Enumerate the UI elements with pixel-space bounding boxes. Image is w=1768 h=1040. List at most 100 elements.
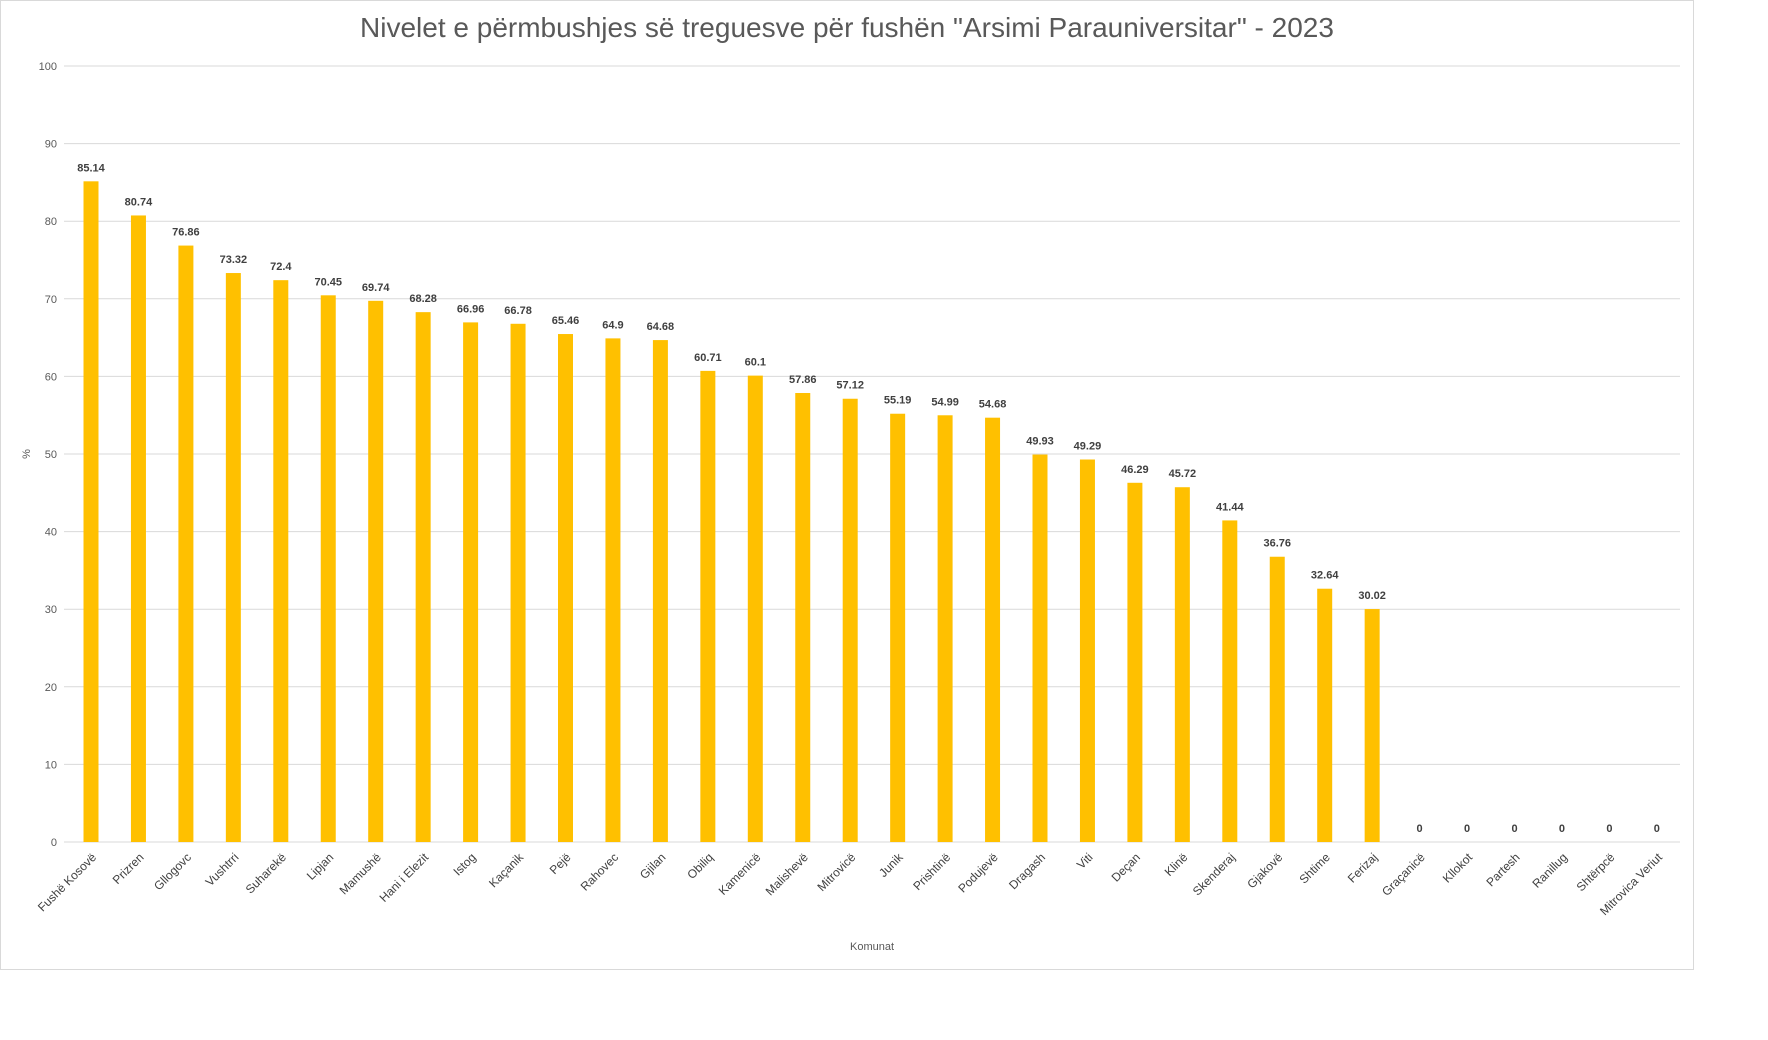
- data-label: 32.64: [1311, 570, 1339, 582]
- data-label: 54.68: [979, 399, 1007, 411]
- bar: [320, 295, 336, 843]
- x-tick-label: Malishevë: [763, 850, 811, 898]
- x-tick-label: Partesh: [1483, 850, 1522, 889]
- x-tick-label: Suharekë: [243, 850, 289, 896]
- data-label: 85.14: [77, 162, 105, 174]
- bar: [178, 245, 194, 842]
- bar: [842, 398, 858, 842]
- y-tick-label: 10: [45, 759, 57, 771]
- bar: [700, 370, 716, 842]
- data-label: 60.1: [745, 357, 766, 369]
- data-label: 66.96: [457, 303, 485, 315]
- y-tick-label: 40: [45, 527, 57, 539]
- data-label: 0: [1654, 823, 1660, 835]
- y-tick-label: 60: [45, 371, 57, 383]
- data-label: 70.45: [314, 276, 342, 288]
- y-tick-label: 0: [51, 837, 57, 849]
- y-tick-label: 70: [45, 294, 57, 306]
- data-label: 64.9: [602, 319, 623, 331]
- bar: [463, 322, 479, 843]
- x-tick-label: Istog: [450, 850, 478, 878]
- data-label: 36.76: [1263, 538, 1291, 550]
- x-tick-label: Ranillug: [1530, 850, 1571, 891]
- x-tick-label: Mamushë: [337, 850, 384, 897]
- chart-title: Nivelet e përmbushjes së treguesve për f…: [360, 12, 1334, 43]
- bars: [83, 181, 1380, 843]
- y-axis-ticks: 0 10 20 30 40 50 60 70 80 90 100: [39, 61, 57, 849]
- x-tick-label: Hani i Elezit: [377, 850, 432, 905]
- bar: [985, 417, 1001, 842]
- data-label: 60.71: [694, 352, 722, 364]
- data-label: 30.02: [1358, 590, 1386, 602]
- y-tick-label: 30: [45, 604, 57, 616]
- bar: [415, 312, 431, 842]
- data-label: 68.28: [409, 293, 437, 305]
- bar: [225, 273, 241, 842]
- data-label: 76.86: [172, 227, 200, 239]
- data-label: 0: [1417, 823, 1423, 835]
- x-tick-label: Gjakovë: [1244, 850, 1285, 891]
- data-label: 57.12: [836, 380, 864, 392]
- data-label: 72.4: [270, 261, 292, 273]
- x-tick-label: Junik: [876, 850, 906, 880]
- gridlines: [64, 65, 1680, 843]
- bar: [130, 215, 146, 843]
- x-tick-label: Viti: [1074, 850, 1096, 872]
- bar: [368, 300, 384, 842]
- data-label: 65.46: [552, 315, 580, 327]
- x-tick-label: Rahovec: [578, 850, 621, 893]
- bar: [890, 413, 906, 842]
- data-label: 49.29: [1074, 441, 1102, 453]
- data-label: 41.44: [1216, 501, 1244, 513]
- bar: [83, 181, 99, 842]
- x-axis-title: Komunat: [850, 941, 894, 953]
- bar: [558, 334, 573, 842]
- x-tick-label: Obiliq: [684, 850, 716, 882]
- data-label: 49.93: [1026, 436, 1054, 448]
- y-axis-title: %: [21, 449, 33, 459]
- bar: [937, 415, 953, 842]
- x-tick-label: Prishtinë: [910, 850, 953, 893]
- x-tick-label: Gllogovc: [151, 850, 194, 893]
- bar: [1174, 487, 1190, 842]
- x-tick-label: Mitrovicë: [814, 850, 858, 894]
- x-tick-label: Vushtrri: [203, 850, 242, 889]
- x-tick-label: Kllokot: [1440, 850, 1476, 886]
- data-label: 0: [1511, 823, 1517, 835]
- x-tick-label: Fushë Kosovë: [35, 850, 99, 914]
- bar: [1317, 588, 1333, 842]
- bar: [1127, 482, 1143, 842]
- x-tick-label: Ferizaj: [1345, 850, 1380, 885]
- data-label: 46.29: [1121, 464, 1149, 476]
- bar: [1222, 520, 1238, 842]
- x-tick-label: Shtërpcë: [1574, 850, 1618, 894]
- data-label: 66.78: [504, 305, 532, 317]
- y-tick-label: 90: [45, 139, 57, 151]
- x-tick-label: Deçan: [1109, 850, 1143, 884]
- x-tick-label: Skenderaj: [1190, 850, 1238, 898]
- bar: [273, 280, 289, 842]
- x-tick-label: Klinë: [1162, 850, 1191, 879]
- x-tick-label: Prizren: [110, 850, 147, 887]
- data-label: 69.74: [362, 282, 390, 294]
- y-tick-label: 100: [39, 61, 57, 73]
- data-labels: 85.14 80.74 76.86 73.32 72.4 70.45 69.74 68.28 6…: [77, 162, 1660, 835]
- x-tick-label: Pejë: [547, 850, 574, 877]
- bar: [1364, 609, 1380, 842]
- bar: [510, 323, 526, 842]
- bar: [1269, 556, 1285, 842]
- data-label: 0: [1464, 823, 1470, 835]
- x-tick-label: Podujevë: [955, 850, 1001, 896]
- bar: [747, 375, 763, 842]
- y-tick-label: 50: [45, 449, 57, 461]
- x-tick-label: Kaçanik: [486, 850, 527, 891]
- bar: [605, 338, 621, 842]
- bar: [652, 340, 668, 842]
- x-tick-label: Dragash: [1006, 850, 1048, 892]
- data-label: 0: [1606, 823, 1612, 835]
- data-label: 57.86: [789, 374, 817, 386]
- bar: [795, 393, 811, 842]
- x-axis-labels: Fushë Kosovë Prizren Gllogovc Vushtrri Suhar…: [35, 850, 1665, 919]
- y-tick-label: 80: [45, 216, 57, 228]
